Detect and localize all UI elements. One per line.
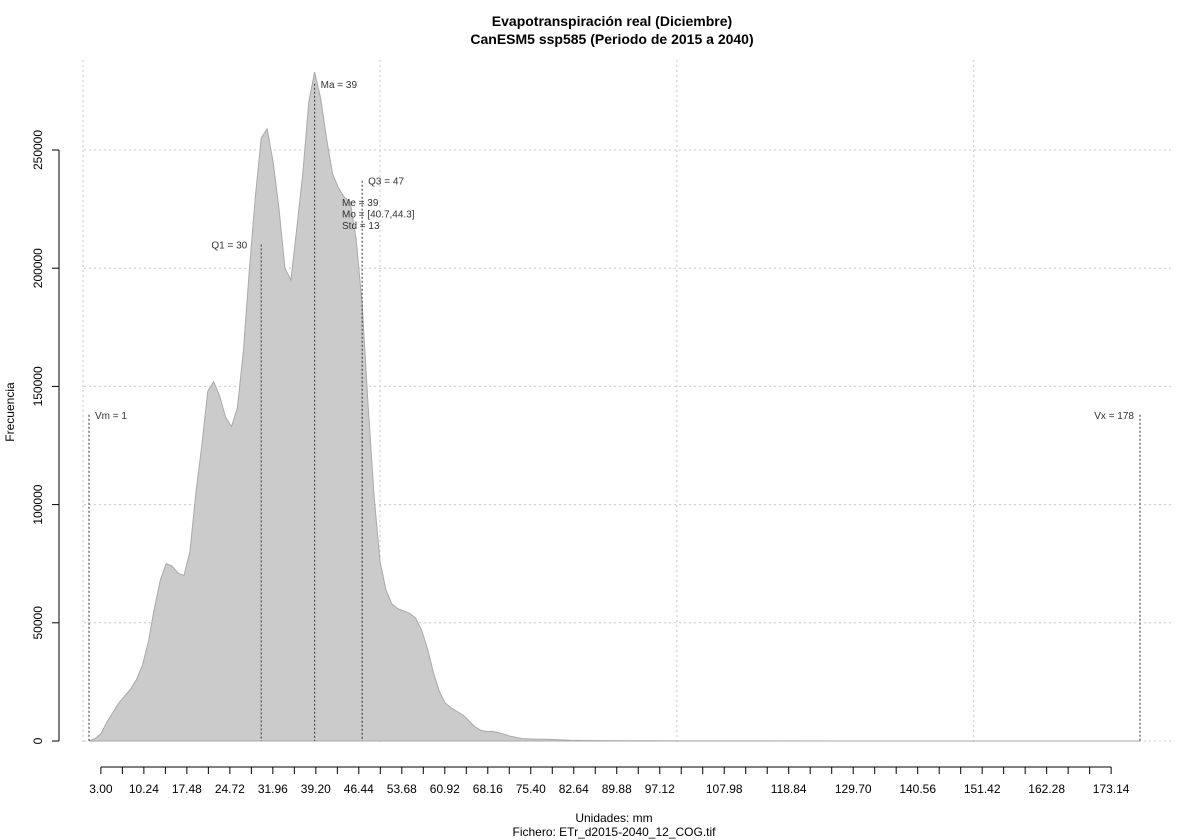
x-tick-label: 140.56 [899,782,936,796]
x-tick-label: 24.72 [215,782,245,796]
marker-label-q3: Q3 = 47 [368,177,404,188]
x-tick-label: 97.12 [645,782,675,796]
chart-title: Evapotranspiración real (Diciembre) [492,13,732,29]
x-axis-label: Unidades: mm [575,811,652,825]
stat-label: Mo = [40.7,44.3] [342,210,415,221]
x-tick-label: 68.16 [473,782,503,796]
y-tick-label: 100000 [31,484,45,524]
chart-caption: Fichero: ETr_d2015-2040_12_COG.tif [513,825,717,839]
x-tick-label: 60.92 [430,782,460,796]
x-tick-label: 17.48 [172,782,202,796]
axes: 3.00 10.24 17.48 24.72 31.96 39.20 46.44 53.68 6… [31,130,1130,796]
stat-label: Me = 39 [342,198,379,209]
x-tick-label: 129.70 [835,782,872,796]
density-area [88,71,1140,742]
x-tick-label: 118.84 [771,782,807,796]
statistic-markers: Vm = 1 Q1 = 30 Ma = 39 Q3 = 47 Vx = 178 Me = … [88,80,1141,741]
marker-label-vm: Vm = 1 [95,411,127,422]
stat-label: Std = 13 [342,221,380,232]
x-tick-label: 3.00 [89,782,113,796]
x-tick-label: 107.98 [706,782,743,796]
y-axis-label: Frecuencia [3,382,17,442]
x-tick-label: 39.20 [301,782,331,796]
y-tick-label: 150000 [31,366,45,406]
x-tick-label: 75.40 [516,782,546,796]
x-tick-label: 151.42 [964,782,1001,796]
x-tick-label: 53.68 [387,782,417,796]
y-tick-label: 200000 [31,248,45,288]
x-tick-label: 89.88 [602,782,632,796]
x-tick-label: 31.96 [258,782,288,796]
y-tick-label: 250000 [31,130,45,170]
x-tick-label: 173.14 [1093,782,1130,796]
chart-subtitle: CanESM5 ssp585 (Periodo de 2015 a 2040) [470,31,753,47]
x-tick-label: 10.24 [129,782,159,796]
marker-label-vx: Vx = 178 [1094,411,1134,422]
marker-label-ma: Ma = 39 [321,80,358,91]
x-tick-label: 162.28 [1028,782,1065,796]
y-tick-label: 0 [31,737,45,744]
y-tick-label: 50000 [31,606,45,640]
density-area-layer [88,71,1140,742]
x-tick-label: 82.64 [559,782,589,796]
x-tick-label: 46.44 [344,782,374,796]
marker-label-q1: Q1 = 30 [211,241,247,252]
